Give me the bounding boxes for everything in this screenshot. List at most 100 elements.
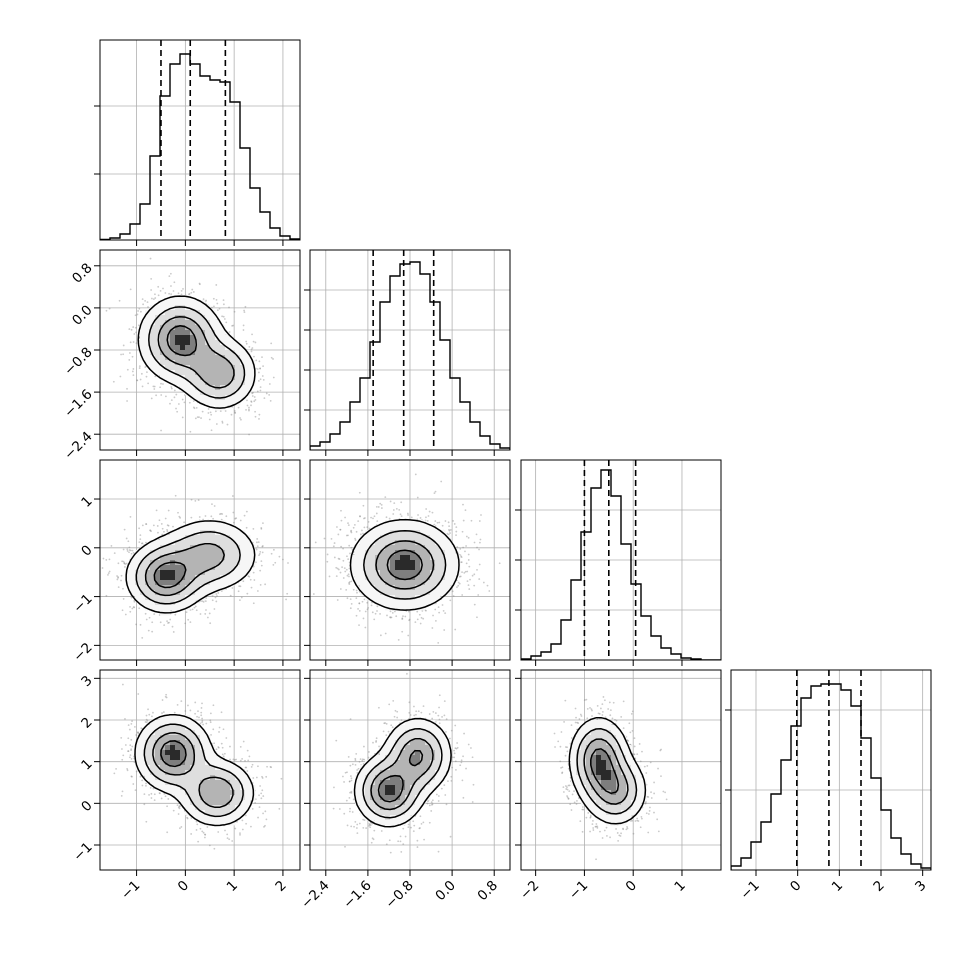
sample-point [159, 621, 162, 624]
sample-point [128, 359, 131, 361]
density-cell [200, 375, 206, 381]
density-cell [185, 530, 191, 536]
sample-point [232, 521, 235, 524]
density-cell [200, 385, 206, 391]
sample-point [205, 299, 207, 302]
sample-point [144, 366, 147, 369]
sample-point [323, 537, 326, 540]
density-cell [215, 355, 221, 361]
sample-point [272, 563, 275, 566]
density-cell [170, 300, 176, 306]
sample-point [128, 551, 130, 554]
density-cell [185, 600, 191, 606]
sample-point [138, 527, 141, 530]
sample-point [170, 399, 173, 401]
density-cell [185, 525, 191, 531]
density-cell [220, 365, 226, 371]
sample-point [467, 553, 470, 556]
sample-point [240, 596, 243, 599]
y-tick-label: −1.6 [61, 386, 95, 420]
sample-point [470, 519, 473, 522]
sample-point [146, 371, 148, 374]
sample-point [347, 524, 350, 527]
sample-point [217, 592, 220, 594]
density-cell [245, 555, 251, 561]
density-cell [210, 335, 216, 341]
sample-point [250, 586, 253, 589]
density-cell [180, 325, 186, 331]
histogram-step [310, 261, 510, 450]
density-cell [190, 310, 196, 316]
x-tick-label: 3 [912, 878, 929, 895]
density-cell [215, 350, 221, 356]
density-cell [200, 400, 206, 406]
sample-point [478, 563, 481, 566]
sample-point [126, 550, 129, 552]
sample-point [204, 613, 207, 615]
sample-point [166, 530, 169, 533]
sample-point [456, 546, 459, 548]
density-cell [245, 360, 251, 366]
sample-point [367, 606, 370, 609]
density-cell [215, 330, 221, 336]
density-cell [195, 590, 201, 596]
density-cell [240, 375, 246, 381]
density-cell [210, 355, 216, 361]
sample-point [133, 606, 136, 609]
sample-point [272, 548, 275, 551]
sample-point [465, 562, 468, 565]
density-cell [235, 540, 241, 546]
density-cell [200, 575, 206, 581]
sample-point [434, 608, 437, 611]
sample-point [251, 392, 254, 395]
density-cell [200, 550, 206, 556]
sample-point [340, 509, 342, 512]
density-cell [225, 340, 231, 346]
density-cell [135, 560, 141, 566]
density-cell [210, 380, 216, 386]
density-cell [205, 335, 211, 341]
density-cell [195, 365, 201, 371]
sample-point [342, 547, 344, 550]
sample-point [188, 292, 191, 295]
sample-point [395, 615, 398, 618]
density-cell [190, 585, 196, 591]
density-cell [170, 345, 176, 351]
density-cell [210, 540, 216, 546]
sample-point [238, 585, 241, 588]
density-cell [160, 300, 166, 306]
sample-point [105, 594, 108, 597]
sample-point [263, 397, 266, 400]
sample-point [151, 297, 153, 300]
density-cell [165, 575, 171, 581]
sample-point [132, 606, 135, 608]
density-cell [235, 385, 241, 391]
sample-point [145, 618, 148, 621]
sample-point [256, 390, 259, 393]
sample-point [419, 622, 422, 625]
sample-point [211, 599, 214, 602]
density-cell [185, 380, 191, 386]
density-cell [155, 540, 161, 546]
sample-point [131, 355, 134, 358]
sample-point [401, 630, 404, 633]
sample-point [437, 606, 440, 608]
density-cell [145, 550, 151, 556]
sample-point [190, 291, 193, 294]
density-cell [190, 555, 196, 561]
density-cell [175, 605, 181, 611]
density-cell [215, 535, 221, 541]
sample-point [126, 400, 128, 402]
sample-point [389, 500, 392, 503]
density-cell [180, 600, 186, 606]
sample-point [389, 610, 392, 613]
sample-point [447, 521, 450, 524]
x-tick-label: 0 [787, 878, 804, 895]
sample-point [256, 590, 259, 592]
density-cell [205, 365, 211, 371]
density-cell [225, 580, 231, 586]
density-cell [150, 340, 156, 346]
density-cell [155, 320, 161, 326]
sample-point [229, 594, 232, 597]
density-cell [235, 555, 241, 561]
